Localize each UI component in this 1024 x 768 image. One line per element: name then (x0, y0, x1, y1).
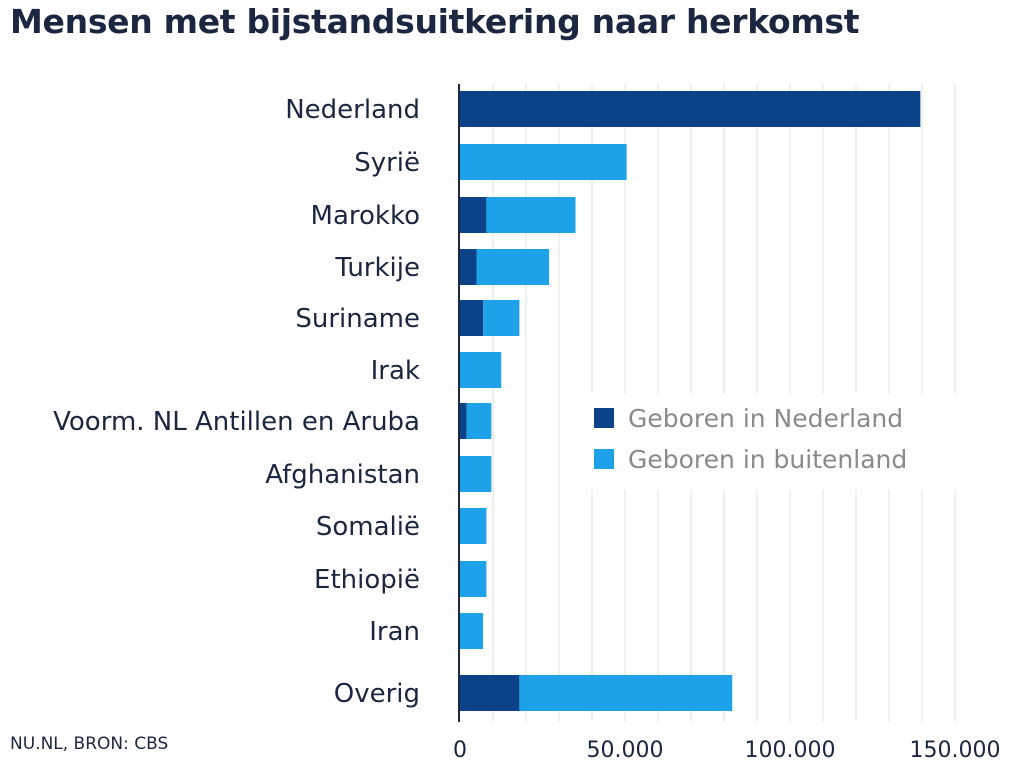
category-label-turkije: Turkije (334, 253, 420, 283)
x-tick-label: 0 (453, 738, 467, 763)
category-label-overig: Overig (334, 679, 420, 709)
chart-title: Mensen met bijstandsuitkering naar herko… (10, 2, 860, 41)
category-label-voorm-nl-antillen-en-aruba: Voorm. NL Antillen en Aruba (53, 407, 420, 437)
bar-irak-geboren-in-buitenland (460, 352, 502, 388)
category-label-afghanistan: Afghanistan (265, 460, 420, 490)
category-label-irak: Irak (371, 356, 420, 386)
category-label-nederland: Nederland (285, 95, 420, 125)
bar-somalie-geboren-in-buitenland (460, 508, 487, 544)
bar-turkije-geboren-in-buitenland (476, 249, 550, 285)
legend-label-geboren-in-buitenland: Geboren in buitenland (628, 444, 908, 474)
category-label-ethiopie: Ethiopië (314, 565, 420, 595)
bar-ethiopie-geboren-in-buitenland (460, 561, 487, 597)
source-note: NU.NL, BRON: CBS (10, 734, 169, 754)
legend-label-geboren-in-nederland: Geboren in Nederland (628, 403, 904, 433)
bar-overig-geboren-in-buitenland (519, 675, 733, 711)
x-tick-labels: 0 50.000 100.000 150.000 (453, 738, 1000, 763)
x-tick-label: 100.000 (745, 738, 836, 763)
category-label-syrie: Syrië (354, 148, 420, 178)
bar-syrie-geboren-in-buitenland (460, 144, 627, 180)
x-tick-label: 50.000 (587, 738, 664, 763)
bar-marokko-geboren-in-nederland (460, 197, 487, 233)
bar-suriname-geboren-in-buitenland (483, 300, 520, 336)
category-label-iran: Iran (369, 617, 420, 647)
bar-iran-geboren-in-buitenland (460, 613, 484, 649)
category-labels: Nederland Syrië Marokko Turkije Suriname Irak… (53, 95, 420, 709)
legend-item-geboren-in-buitenland: Geboren in buitenland (594, 441, 907, 477)
bar-marokko-geboren-in-buitenland (486, 197, 576, 233)
legend-swatch-geboren-in-buitenland (594, 449, 614, 469)
category-label-marokko: Marokko (311, 201, 420, 231)
legend-swatch-geboren-in-nederland (594, 408, 614, 428)
bar-overig-geboren-in-nederland (460, 675, 520, 711)
bar-afghanistan-geboren-in-buitenland (460, 456, 492, 492)
legend-item-geboren-in-nederland: Geboren in Nederland (594, 400, 903, 436)
bar-voorm-nl-antillen-en-aruba-geboren-in-buitenland (466, 403, 492, 439)
legend: Geboren in Nederland Geboren in buitenla… (580, 394, 960, 490)
bar-nederland-geboren-in-nederland (460, 91, 921, 127)
bar-turkije-geboren-in-nederland (460, 249, 477, 285)
x-tick-label: 150.000 (910, 738, 1001, 763)
bars (460, 91, 921, 711)
bar-suriname-geboren-in-nederland (460, 300, 484, 336)
category-label-suriname: Suriname (295, 304, 420, 334)
category-label-somalie: Somalië (316, 512, 420, 542)
bar-voorm-nl-antillen-en-aruba-geboren-in-nederland (460, 403, 467, 439)
